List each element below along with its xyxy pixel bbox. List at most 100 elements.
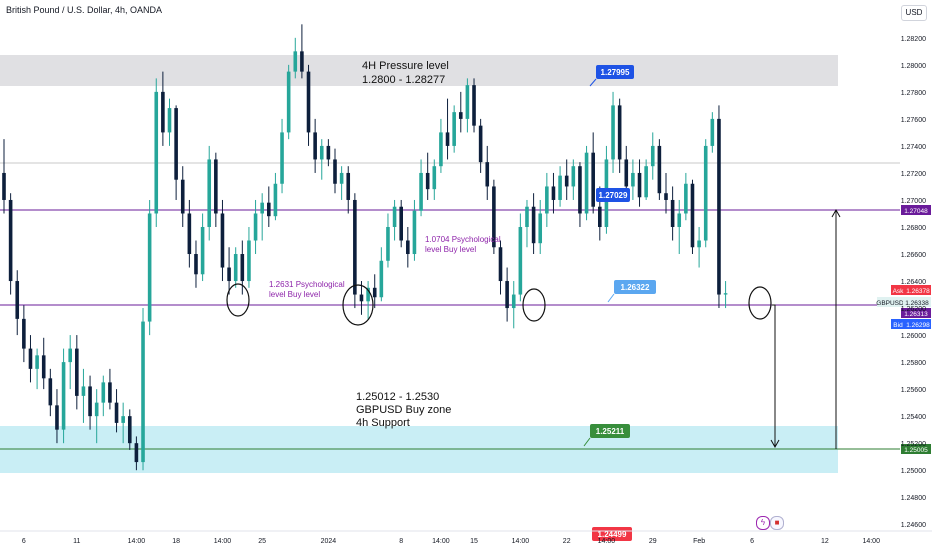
psych-left-line2: level Buy level [269,290,320,299]
candle [55,405,59,430]
candle [684,183,688,214]
badge-red: 1.24499 [598,530,627,539]
badge-low-bg [614,280,656,294]
candle [386,226,390,261]
candle [15,281,20,319]
scale-ask-tag-bg [891,285,905,295]
candle [717,118,721,295]
psych-mid-line2: level Buy level [425,245,476,254]
y-tick-label: 1.24800 [901,495,926,502]
candle [174,108,178,180]
candle [247,240,251,282]
symbol-title: British Pound / U.S. Dollar, 4h, OANDA [6,5,163,15]
x-tick-label: 14:00 [432,538,450,545]
y-tick-label: 1.26000 [901,333,926,340]
x-tick-label: 14:00 [512,538,530,545]
x-tick-label: 25 [258,538,266,545]
candle [406,240,410,255]
us-flag-icon[interactable]: ■ [770,516,784,530]
candle [339,172,344,184]
candle [300,51,304,72]
candle [664,193,668,200]
candle [445,132,450,146]
buy-zone-line2: GBPUSD Buy zone [356,404,451,416]
candle [525,206,529,227]
y-tick-label: 1.25600 [901,387,926,394]
badge-low-pointer [607,293,615,303]
candle [677,213,682,227]
candle [359,294,364,302]
candle [293,51,298,72]
y-tick-label: 1.26400 [901,279,926,286]
candle [624,159,629,187]
candle [650,145,655,167]
candle [187,213,192,255]
x-tick-label: 11 [73,538,80,545]
touch-circle [342,284,374,326]
candle [280,132,284,184]
candle [207,159,212,227]
candle [392,206,397,227]
y-tick-label: 1.28000 [901,63,926,70]
candle [286,71,291,133]
candle [697,240,701,248]
y-tick-label: 1.25800 [901,360,926,367]
candle [498,247,503,282]
candle [637,172,642,198]
candle [108,382,112,403]
y-tick-label: 1.25000 [901,468,926,475]
touch-circle [522,288,546,322]
candle [598,206,602,227]
y-tick-label: 1.24600 [901,522,926,529]
y-tick-label: 1.27600 [901,117,926,124]
candle [710,118,715,146]
candle [22,318,26,349]
flash-icon[interactable]: ϟ [756,516,770,530]
x-tick-label: 29 [649,538,657,545]
candle [81,386,86,396]
candle [551,186,556,200]
candle [240,254,245,282]
candle [41,355,46,379]
candle [531,206,536,244]
candle [114,402,119,423]
y-tick-label: 1.27000 [901,198,926,205]
candle [465,85,470,119]
candle [68,348,72,363]
y-tick-label: 1.25200 [901,441,926,448]
candle [419,172,423,211]
time-axis: 6 11 14:00 18 14:00 25 2024 8 14:00 15 14:00 22 14:0… [22,538,880,545]
candle [631,172,635,187]
badge-mid: 1.27029 [599,191,628,200]
candle [505,281,509,309]
x-tick-label: Feb [693,538,705,545]
scale-level-upper: 1.27048 [904,208,928,215]
target-arrow-down [772,304,776,446]
candle [439,132,443,167]
candle [617,105,622,160]
candle [379,260,384,298]
candle [227,267,231,282]
candle [723,293,728,295]
scale-symbol-tag: GBPUSD [876,300,904,307]
scale-bid-tag-bg [891,319,905,329]
pressure-title: 4H Pressure level [362,60,449,72]
candle [458,112,463,119]
candle [200,226,205,275]
candle [306,71,311,133]
candle [538,213,543,244]
candle [154,91,159,214]
candle [472,85,476,126]
currency-button[interactable]: USD [901,5,927,21]
y-tick-label: 1.25400 [901,414,926,421]
y-tick-label: 1.27400 [901,144,926,151]
psych-left-line1: 1.2631 Psychological [269,280,345,289]
x-tick-label: 2024 [321,538,337,545]
badge-mid-bg [596,188,630,202]
candle [703,145,708,241]
x-tick-label: 14:00 [598,538,616,545]
badge-low: 1.26322 [621,283,650,292]
badge-top: 1.27995 [601,68,630,77]
candle [214,159,218,214]
